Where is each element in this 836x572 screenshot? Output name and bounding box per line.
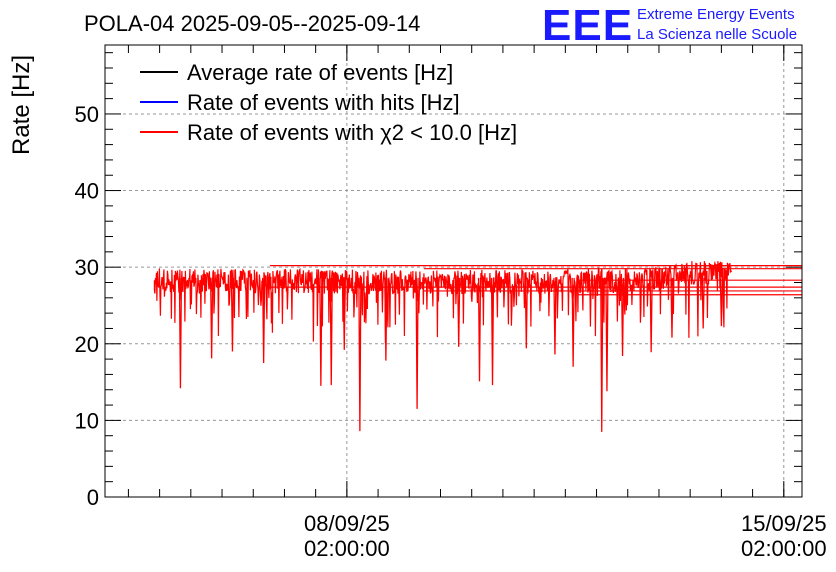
legend-label: Average rate of events [Hz] bbox=[187, 60, 453, 85]
series-chi2-dip bbox=[457, 277, 461, 347]
series-chi2-dip bbox=[319, 277, 323, 386]
series-chi2-dip bbox=[571, 277, 575, 367]
series-chi2-dip bbox=[261, 277, 266, 363]
series-chi2-dip bbox=[670, 277, 674, 338]
y-tick-label: 10 bbox=[75, 408, 99, 433]
y-axis-label: Rate [Hz] bbox=[8, 55, 35, 155]
y-tick-label: 40 bbox=[75, 179, 99, 204]
series-chi2-dip bbox=[209, 277, 214, 359]
axes: 0102030405008/09/2502:00:0015/09/2502:00… bbox=[75, 44, 827, 561]
legend-label: Rate of events with hits [Hz] bbox=[187, 90, 460, 115]
series-chi2-dip bbox=[524, 277, 528, 349]
x-tick-time: 02:00:00 bbox=[741, 536, 827, 561]
legend: Average rate of events [Hz] Rate of event… bbox=[140, 60, 517, 145]
series-chi2-dip bbox=[329, 277, 333, 386]
series-chi2-dip bbox=[649, 277, 653, 353]
eee-logo-line2: La Scienza nelle Scuole bbox=[637, 26, 797, 43]
chart-title: POLA-04 2025-09-05--2025-09-14 bbox=[84, 11, 420, 36]
series-chi2-dip bbox=[553, 277, 557, 355]
plot-frame bbox=[104, 44, 803, 498]
y-tick-label: 50 bbox=[75, 102, 99, 127]
series-chi2-dip bbox=[415, 277, 419, 409]
series-chi2-dip bbox=[358, 277, 362, 432]
x-tick-date: 15/09/25 bbox=[741, 511, 827, 536]
grid bbox=[105, 45, 802, 497]
y-tick-label: 30 bbox=[75, 255, 99, 280]
series-chi2-dip bbox=[230, 277, 235, 352]
y-tick-label: 0 bbox=[87, 485, 99, 510]
eee-logo: EEE Extreme Energy Events La Scienza nel… bbox=[542, 1, 797, 50]
series-chi2-dip bbox=[620, 277, 625, 357]
series-chi2-dip bbox=[719, 277, 724, 327]
y-tick-label: 20 bbox=[75, 332, 99, 357]
series-chi2-dip bbox=[490, 277, 495, 386]
series-chi2-dip bbox=[342, 277, 346, 350]
series-chi2-dip bbox=[477, 277, 482, 382]
series-chi2-dip bbox=[600, 277, 604, 432]
legend-label: Rate of events with χ2 < 10.0 [Hz] bbox=[187, 120, 517, 145]
series-layer bbox=[153, 260, 802, 432]
eee-logo-line1: Extreme Energy Events bbox=[637, 6, 795, 23]
series-chi2-dip bbox=[701, 277, 705, 329]
eee-logo-mark: EEE bbox=[542, 1, 633, 50]
x-tick-time: 02:00:00 bbox=[304, 536, 390, 561]
series-chi2-dip bbox=[384, 277, 388, 361]
x-tick-date: 08/09/25 bbox=[304, 511, 390, 536]
series-chi2-rate-line bbox=[153, 260, 732, 344]
